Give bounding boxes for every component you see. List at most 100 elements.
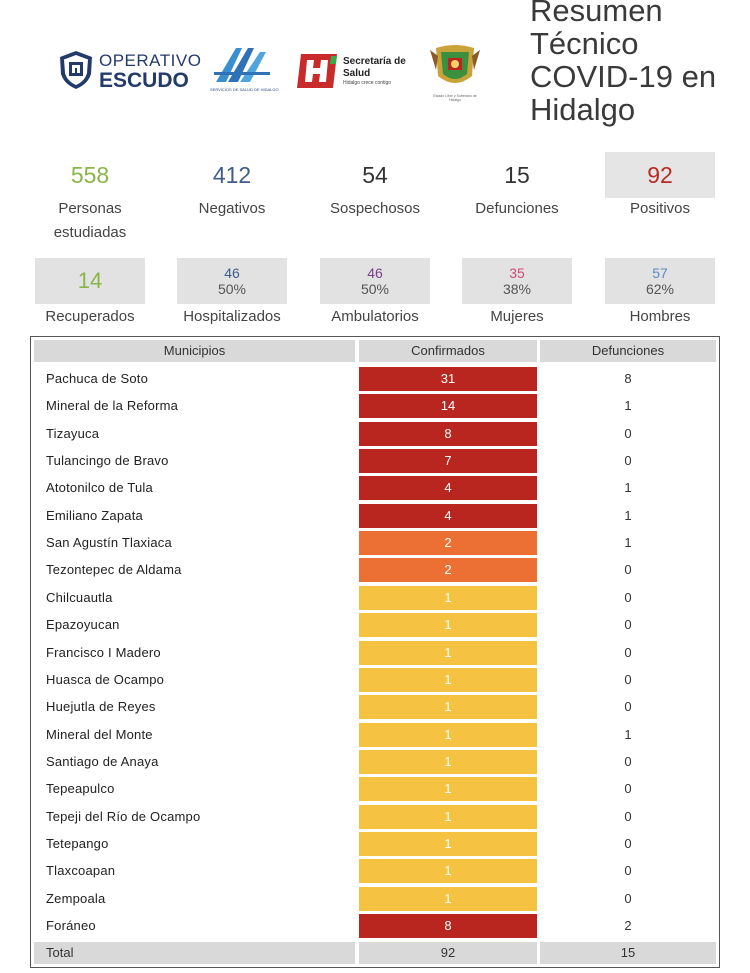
stat-2: 54 Sospechosos [315, 160, 435, 221]
municipio-name: Epazoyucan [46, 617, 120, 633]
table-row: Chilcuautla 1 0 [0, 585, 750, 610]
box-3: 35 38% [462, 258, 572, 304]
operativo-escudo-logo: OPERATIVO ESCUDO [58, 48, 201, 94]
confirmados-cell: 4 [359, 503, 537, 528]
confirmados-cell: 1 [359, 804, 537, 829]
municipio-name: Pachuca de Soto [46, 371, 149, 386]
table-row: Tizayuca 8 0 [0, 421, 750, 446]
table-row: Emiliano Zapata 4 1 [0, 503, 750, 528]
confirmados-cell: 2 [359, 531, 537, 556]
stat-value: 15 [504, 162, 530, 188]
stat-3: 15 Defunciones [457, 160, 577, 221]
defunciones-cell: 0 [624, 890, 632, 906]
stat-1: 412 Negativos [172, 160, 292, 221]
defunciones-cell: 0 [624, 808, 632, 824]
confirmados-cell: 1 [359, 613, 537, 638]
municipio-name: San Agustín Tlaxiaca [46, 535, 172, 551]
table-row: Epazoyucan 1 0 [0, 613, 750, 638]
header-defunciones: Defunciones [540, 340, 716, 362]
secretaria-salud-logo: Secretaría de Salud Hidalgo crece contig… [297, 52, 409, 92]
municipio-name: Huejutla de Reyes [46, 699, 156, 715]
box-label: Hospitalizados [183, 308, 281, 325]
table-row: Tlaxcoapan 1 0 [0, 859, 750, 884]
defunciones-cell: 1 [624, 726, 632, 742]
municipio-name: Chilcuautla [46, 589, 113, 605]
defunciones-cell: 1 [624, 507, 632, 523]
defunciones-cell: 1 [624, 535, 632, 551]
box-0: 14 [35, 258, 145, 304]
confirmados-cell: 8 [359, 914, 537, 938]
table-row: Mineral de la Reforma 14 1 [0, 394, 750, 419]
municipio-name: Mineral de la Reforma [46, 398, 179, 414]
stat-label: Personas estudiadas [53, 200, 127, 241]
box-percent: 50% [217, 281, 247, 297]
box-value: 14 [77, 268, 103, 293]
municipio-name: Francisco I Madero [46, 644, 161, 660]
municipio-name: Tizayuca [46, 425, 100, 441]
h-emblem-icon [297, 54, 337, 88]
confirmados-cell: 7 [359, 449, 537, 474]
table-row: Tepeji del Río de Ocampo 1 0 [0, 804, 750, 829]
defunciones-cell: 0 [624, 835, 632, 851]
total-confirmados: 92 [359, 942, 537, 964]
municipio-name: Emiliano Zapata [46, 507, 143, 523]
table-row: Pachuca de Soto 31 8 [0, 367, 750, 391]
coat-of-arms-icon [430, 45, 480, 83]
header-municipios: Municipios [34, 340, 355, 362]
municipio-name: Foráneo [46, 918, 96, 933]
box-1: 46 50% [177, 258, 287, 304]
defunciones-cell: 2 [624, 918, 632, 933]
defunciones-cell: 0 [624, 644, 632, 660]
defunciones-cell: 0 [624, 781, 632, 797]
table-row: Mineral del Monte 1 1 [0, 722, 750, 747]
municipio-name: Tlaxcoapan [46, 863, 116, 879]
total-defunciones: 15 [540, 942, 716, 964]
defunciones-cell: 0 [624, 617, 632, 633]
table-row: Atotonilco de Tula 4 1 [0, 476, 750, 501]
box-percent: 38% [502, 281, 532, 297]
defunciones-cell: 0 [624, 863, 632, 879]
ssh-emblem-icon [214, 48, 270, 82]
defunciones-cell: 8 [624, 371, 632, 386]
municipio-name: Santiago de Anaya [46, 753, 159, 769]
confirmados-cell: 1 [359, 640, 537, 665]
defunciones-cell: 0 [624, 425, 632, 441]
box-label: Mujeres [490, 308, 544, 325]
box-label: Hombres [629, 308, 691, 325]
stat-label: Sospechosos [329, 200, 421, 217]
defunciones-cell: 1 [624, 480, 632, 496]
defunciones-cell: 0 [624, 671, 632, 687]
box-label: Ambulatorios [331, 308, 419, 325]
box-percent: 50% [360, 281, 390, 297]
total-label: Total [46, 945, 74, 960]
stat-label: Negativos [198, 200, 266, 217]
confirmados-cell: 31 [359, 367, 537, 391]
municipio-name: Mineral del Monte [46, 726, 153, 742]
stat-4: 92 Positivos [600, 160, 720, 221]
estado-caption: Estado Libre y Soberano de Hidalgo [433, 94, 477, 102]
box-label: Recuperados [45, 308, 135, 325]
table-row: Tulancingo de Bravo 7 0 [0, 449, 750, 474]
table-row: Tezontepec de Aldama 2 0 [0, 558, 750, 583]
confirmados-cell: 2 [359, 558, 537, 583]
confirmados-cell: 4 [359, 476, 537, 501]
stat-value: 558 [70, 162, 110, 188]
stat-value: 92 [647, 162, 673, 188]
confirmados-cell: 8 [359, 421, 537, 446]
escudo-line2: ESCUDO [99, 69, 189, 92]
box-value: 46 [224, 265, 240, 281]
confirmados-cell: 1 [359, 777, 537, 802]
stat-value: 54 [362, 162, 388, 188]
defunciones-cell: 1 [624, 398, 632, 414]
table-row: Huejutla de Reyes 1 0 [0, 695, 750, 720]
table-row: Santiago de Anaya 1 0 [0, 749, 750, 774]
confirmados-cell: 1 [359, 667, 537, 692]
confirmados-cell: 1 [359, 831, 537, 856]
municipio-name: Zempoala [46, 890, 106, 906]
defunciones-cell: 0 [624, 453, 632, 469]
confirmados-cell: 1 [359, 695, 537, 720]
table-row: Foráneo 8 2 [0, 914, 750, 938]
defunciones-cell: 0 [624, 589, 632, 605]
municipio-name: Huasca de Ocampo [46, 671, 165, 687]
defunciones-cell: 0 [624, 753, 632, 769]
